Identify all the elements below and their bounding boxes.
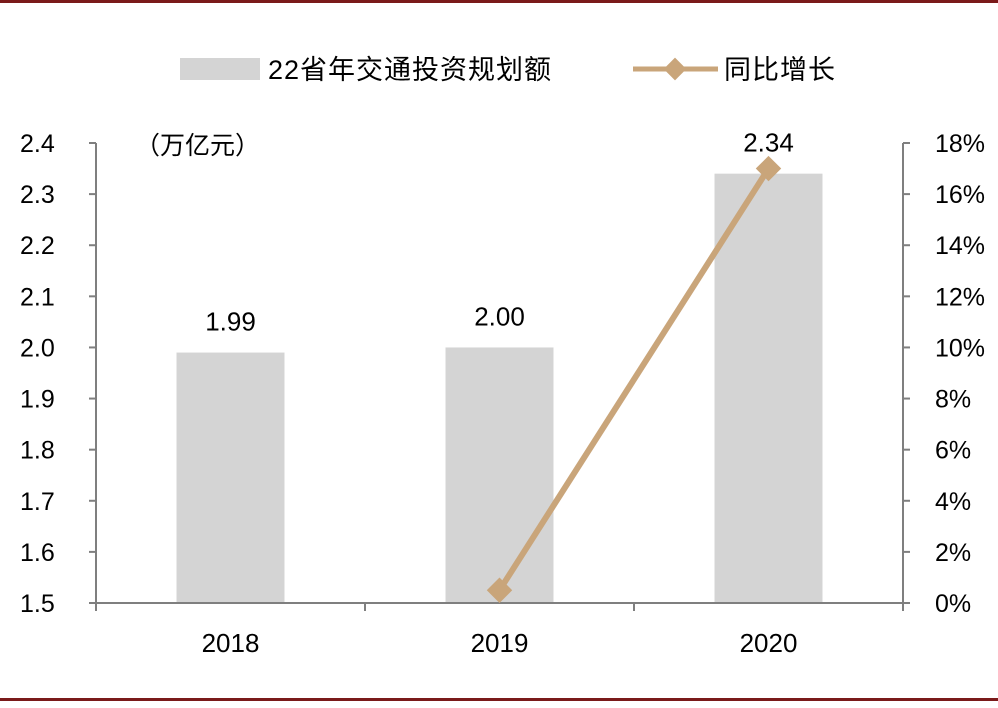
right-tick-label: 2% — [935, 539, 971, 567]
growth-point-marker — [486, 577, 513, 603]
right-tick-label: 12% — [935, 283, 985, 311]
right-tick-label: 6% — [935, 437, 971, 465]
left-tick-label: 1.8 — [20, 437, 55, 465]
data-labels-layer: 1.99 2.00 2.34 — [205, 128, 794, 337]
bar-2020 — [714, 173, 823, 603]
left-tick-label: 1.6 — [20, 539, 55, 567]
right-tick-label: 18% — [935, 130, 985, 158]
x-tick-label-2020: 2020 — [740, 628, 798, 658]
legend-bar-swatch — [180, 58, 260, 80]
right-tick-label: 0% — [935, 590, 971, 618]
bar-value-label-2019: 2.00 — [474, 301, 525, 331]
growth-point-marker — [755, 155, 782, 182]
left-tick-label: 1.5 — [20, 590, 55, 618]
bars-layer — [176, 173, 823, 603]
right-tick-label: 16% — [935, 181, 985, 209]
left-axis-unit-label: （万亿元） — [135, 132, 260, 160]
line-series-layer — [486, 155, 782, 603]
right-tick-label: 10% — [935, 334, 985, 362]
left-tick-label: 2.2 — [20, 232, 55, 260]
legend-bar-label: 22省年交通投资规划额 — [268, 55, 552, 85]
right-tick-label: 14% — [935, 232, 985, 260]
left-tick-label: 2.1 — [20, 283, 55, 311]
x-tick-label-2019: 2019 — [471, 628, 529, 658]
legend: 22省年交通投资规划额 同比增长 — [180, 55, 836, 85]
left-tick-label: 1.7 — [20, 488, 55, 516]
legend-line-label: 同比增长 — [724, 55, 836, 85]
right-tick-label: 8% — [935, 386, 971, 414]
bar-2019 — [445, 347, 554, 603]
left-tick-label: 2.3 — [20, 181, 55, 209]
bar-value-label-2018: 1.99 — [205, 307, 256, 337]
axes-layer: 2.4 2.3 2.2 2.1 2.0 1.9 1.8 1.7 1.6 1.5 18% 16% 14% 1… — [20, 130, 985, 658]
right-tick-label: 4% — [935, 488, 971, 516]
left-tick-label: 2.4 — [20, 130, 55, 158]
bar-value-label-2020: 2.34 — [743, 128, 794, 158]
left-tick-label: 1.9 — [20, 386, 55, 414]
x-tick-label-2018: 2018 — [202, 628, 260, 658]
legend-diamond-marker-icon — [663, 57, 687, 81]
left-tick-label: 2.0 — [20, 334, 55, 362]
growth-line — [496, 166, 772, 592]
bar-2018 — [176, 352, 285, 603]
